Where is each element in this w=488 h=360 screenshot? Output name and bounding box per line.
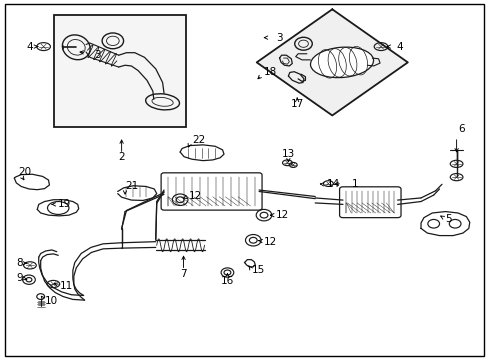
Text: 20: 20 [18, 167, 31, 177]
Text: 9: 9 [16, 273, 23, 283]
Text: 18: 18 [264, 67, 277, 77]
Text: 2: 2 [118, 152, 124, 162]
Text: 12: 12 [264, 237, 277, 247]
Text: 3: 3 [276, 33, 282, 42]
Text: 4: 4 [26, 42, 33, 51]
Text: 13: 13 [281, 149, 294, 159]
FancyBboxPatch shape [161, 173, 262, 210]
Text: 19: 19 [58, 199, 71, 210]
Text: 8: 8 [16, 258, 23, 268]
Text: 11: 11 [60, 281, 73, 291]
Bar [54, 15, 185, 127]
Text: 4: 4 [396, 42, 403, 51]
FancyBboxPatch shape [339, 187, 400, 218]
Text: 5: 5 [445, 215, 451, 224]
Text: 1: 1 [351, 179, 358, 189]
Text: 6: 6 [457, 124, 464, 134]
Text: 16: 16 [221, 276, 234, 286]
Text: 22: 22 [191, 135, 204, 145]
Ellipse shape [310, 47, 373, 78]
Text: 15: 15 [251, 265, 264, 275]
Text: 10: 10 [44, 296, 58, 306]
Polygon shape [256, 9, 407, 116]
Text: 14: 14 [326, 179, 339, 189]
Text: 3: 3 [94, 50, 101, 60]
Text: 12: 12 [276, 210, 289, 220]
Text: 17: 17 [290, 99, 303, 109]
Text: 7: 7 [180, 269, 186, 279]
Text: 21: 21 [125, 181, 138, 192]
Text: 12: 12 [188, 191, 201, 201]
